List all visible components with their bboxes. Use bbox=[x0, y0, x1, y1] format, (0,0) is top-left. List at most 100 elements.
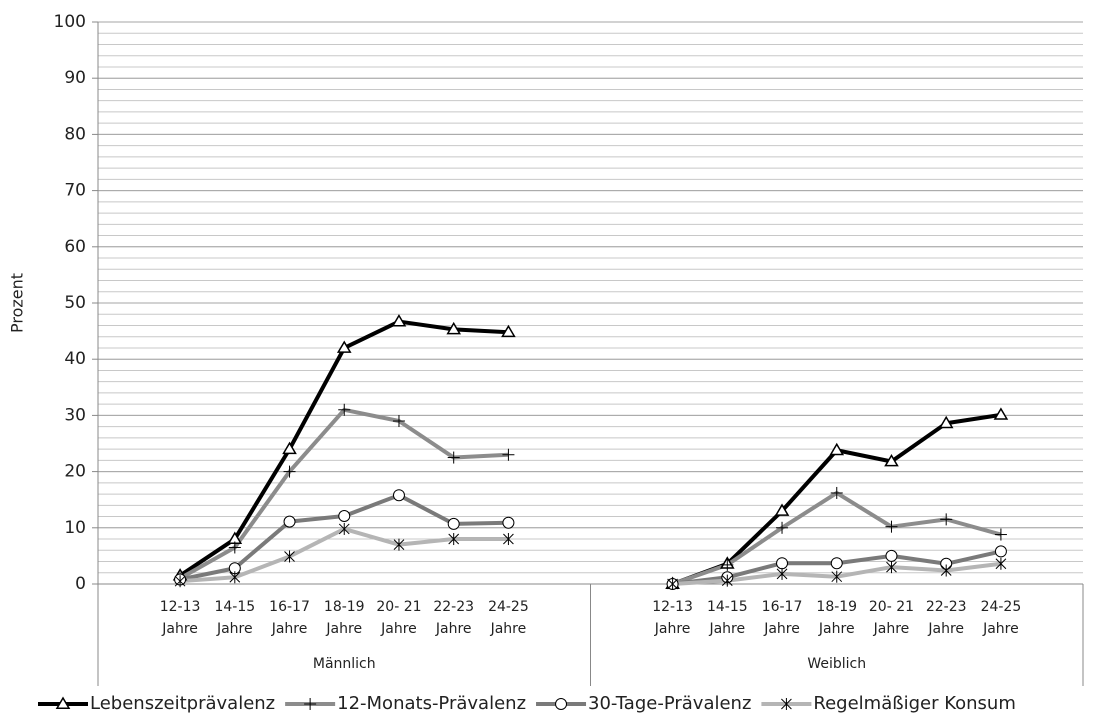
x-tick-label: 22-23 Jahre bbox=[925, 599, 967, 637]
marker-shape bbox=[994, 545, 1007, 558]
x-tick-label: 16-17 Jahre bbox=[761, 599, 803, 637]
marker bbox=[447, 517, 460, 530]
y-tick-label: 10 bbox=[64, 518, 86, 538]
marker-shape bbox=[830, 557, 843, 570]
y-tick-label: 0 bbox=[75, 574, 86, 594]
y-tick-label: 40 bbox=[64, 349, 86, 369]
x-tick-label: 18-19 Jahre bbox=[323, 599, 365, 637]
marker bbox=[776, 557, 789, 570]
y-tick-label: 90 bbox=[64, 68, 86, 88]
y-tick-label: 70 bbox=[64, 181, 86, 201]
marker bbox=[392, 415, 405, 428]
marker bbox=[446, 321, 462, 335]
marker bbox=[886, 561, 897, 574]
marker bbox=[229, 571, 241, 584]
marker bbox=[228, 541, 241, 554]
y-axis-title: Prozent bbox=[8, 273, 27, 333]
marker bbox=[501, 324, 516, 338]
y-tick-label: 60 bbox=[64, 237, 86, 257]
marker bbox=[830, 557, 843, 570]
marker-shape bbox=[885, 549, 898, 562]
marker bbox=[392, 489, 405, 502]
x-tick-label: 14-15 Jahre bbox=[214, 599, 256, 637]
x-tick-label: 16-17 Jahre bbox=[269, 599, 310, 637]
marker bbox=[338, 522, 350, 535]
legend-label: 12-Monats-Prävalenz bbox=[337, 693, 526, 714]
y-tick-label: 50 bbox=[64, 293, 86, 313]
marker bbox=[448, 533, 460, 546]
marker bbox=[283, 515, 296, 528]
group-label: Weiblich bbox=[807, 656, 866, 672]
marker-shape bbox=[392, 489, 405, 502]
marker bbox=[940, 564, 952, 577]
marker bbox=[995, 557, 1007, 570]
marker bbox=[830, 486, 843, 499]
x-tick-label: 20- 21 Jahre bbox=[376, 599, 422, 637]
x-tick-label: 24-25 Jahre bbox=[488, 599, 529, 637]
x-tick-label: 24-25 Jahre bbox=[980, 599, 1022, 637]
marker-shape bbox=[774, 503, 790, 516]
marker bbox=[338, 403, 351, 416]
x-tick-label: 14-15 Jahre bbox=[706, 599, 748, 637]
x-tick-label: 20- 21 Jahre bbox=[868, 599, 915, 637]
marker bbox=[502, 448, 515, 461]
y-tick-label: 30 bbox=[64, 405, 86, 425]
marker-shape bbox=[391, 314, 407, 327]
x-tick-label: 18-19 Jahre bbox=[816, 599, 858, 637]
marker bbox=[994, 545, 1007, 558]
marker bbox=[393, 538, 405, 551]
marker-shape bbox=[555, 698, 568, 710]
marker bbox=[667, 578, 678, 590]
marker-shape bbox=[55, 696, 71, 709]
legend-marker bbox=[555, 698, 568, 710]
marker-shape bbox=[501, 324, 516, 338]
marker bbox=[174, 575, 186, 588]
marker-shape bbox=[447, 517, 460, 530]
marker bbox=[776, 521, 789, 534]
marker bbox=[776, 567, 788, 580]
marker-shape bbox=[829, 442, 845, 456]
marker bbox=[885, 549, 898, 562]
marker bbox=[447, 451, 460, 464]
marker-shape bbox=[776, 557, 789, 570]
x-tick-label: 22-23 Jahre bbox=[433, 599, 475, 637]
y-tick-label: 100 bbox=[54, 12, 86, 32]
marker bbox=[336, 340, 352, 353]
marker bbox=[283, 465, 296, 478]
legend-label: Lebenszeitprävalenz bbox=[90, 693, 275, 714]
marker-shape bbox=[993, 407, 1009, 420]
marker-shape bbox=[282, 441, 297, 455]
x-tick-label: 12-13 Jahre bbox=[159, 599, 201, 637]
marker bbox=[503, 533, 514, 546]
y-tick-label: 20 bbox=[64, 462, 86, 482]
y-tick-label: 80 bbox=[64, 124, 86, 144]
legend-label: Regelmäßiger Konsum bbox=[813, 693, 1015, 714]
legend-marker bbox=[55, 696, 71, 709]
marker-shape bbox=[938, 415, 954, 429]
group-label: Männlich bbox=[313, 656, 376, 672]
marker bbox=[940, 513, 953, 526]
legend-marker bbox=[304, 698, 317, 710]
marker bbox=[774, 503, 790, 516]
marker bbox=[993, 407, 1009, 420]
marker-shape bbox=[336, 340, 352, 353]
series-line bbox=[178, 319, 1002, 586]
marker bbox=[831, 570, 843, 583]
marker bbox=[338, 509, 351, 522]
marker-shape bbox=[283, 515, 296, 528]
marker-shape bbox=[884, 454, 899, 467]
marker bbox=[829, 442, 845, 456]
marker bbox=[885, 520, 898, 533]
marker bbox=[994, 528, 1007, 541]
marker bbox=[884, 454, 899, 467]
marker bbox=[284, 550, 295, 563]
x-tick-label: 12-13 Jahre bbox=[652, 599, 693, 637]
marker-shape bbox=[338, 509, 351, 522]
marker bbox=[721, 574, 733, 587]
legend-marker bbox=[781, 698, 792, 710]
marker bbox=[282, 441, 297, 455]
marker bbox=[391, 314, 407, 327]
marker-shape bbox=[446, 321, 462, 335]
marker bbox=[721, 558, 734, 571]
